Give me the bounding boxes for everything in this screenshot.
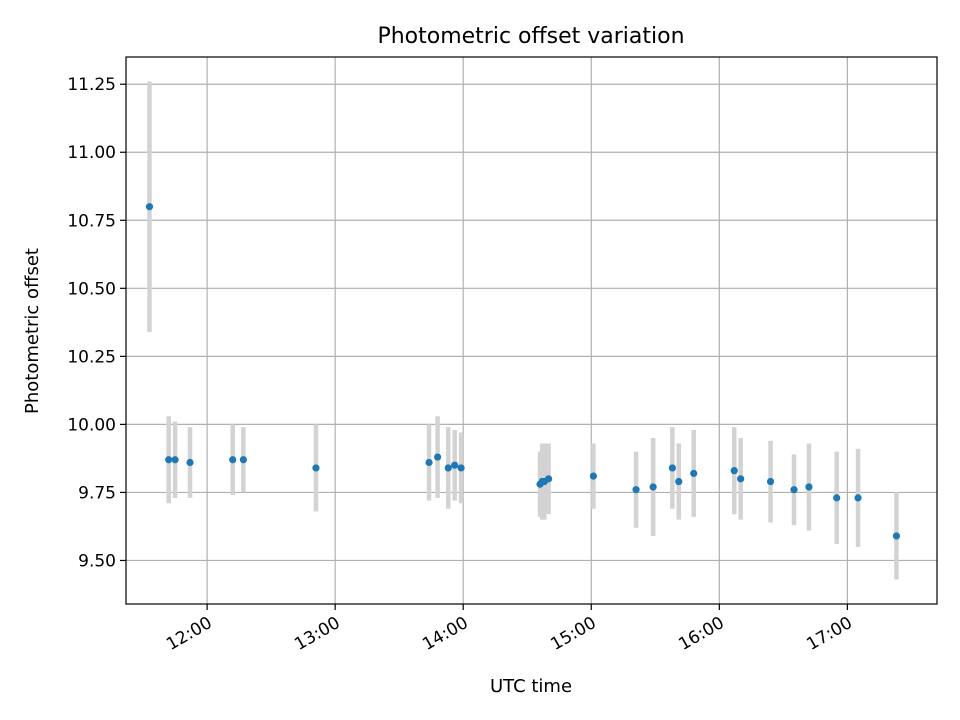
plot-area [126, 57, 937, 604]
plot-frame [125, 56, 938, 605]
y-axis-label: Photometric offset [22, 248, 43, 414]
y-tick-label: 10.00 [67, 415, 116, 435]
y-tick-label: 11.25 [67, 75, 116, 95]
y-tick-label: 9.50 [78, 551, 116, 571]
data-point [632, 486, 640, 494]
data-point [737, 475, 745, 483]
y-tick-label: 10.25 [67, 347, 116, 367]
data-point [649, 483, 657, 491]
data-point [668, 464, 676, 472]
data-points [145, 203, 901, 540]
data-point [229, 456, 237, 464]
data-point [312, 464, 320, 472]
data-point [854, 494, 862, 502]
chart-title: Photometric offset variation [377, 24, 684, 49]
x-axis-label: UTC time [490, 676, 572, 697]
y-tick-label: 11.00 [67, 143, 116, 163]
data-point [675, 477, 683, 486]
data-point [544, 475, 553, 483]
data-point [171, 456, 179, 464]
data-point [425, 458, 433, 467]
data-point [892, 532, 901, 540]
data-point [145, 203, 154, 211]
y-tick-label: 10.75 [67, 211, 116, 231]
data-point [457, 464, 465, 472]
data-point [790, 486, 798, 494]
y-axis-ticks: 9.50 9.75 10.00 10.25 10.50 10.75 11.00 11.25 [67, 75, 126, 571]
y-tick-label: 9.75 [78, 483, 116, 503]
data-point [451, 461, 459, 469]
data-point [589, 472, 597, 480]
data-point [690, 469, 698, 477]
data-point [444, 464, 452, 472]
data-point [165, 456, 173, 464]
data-point [730, 467, 738, 475]
data-point [239, 456, 247, 464]
grid-lines [126, 57, 937, 604]
data-point [186, 458, 194, 467]
data-point [766, 477, 775, 486]
y-tick-label: 10.50 [67, 279, 116, 299]
data-point [433, 453, 442, 461]
data-point [805, 483, 813, 491]
data-point [833, 494, 841, 502]
